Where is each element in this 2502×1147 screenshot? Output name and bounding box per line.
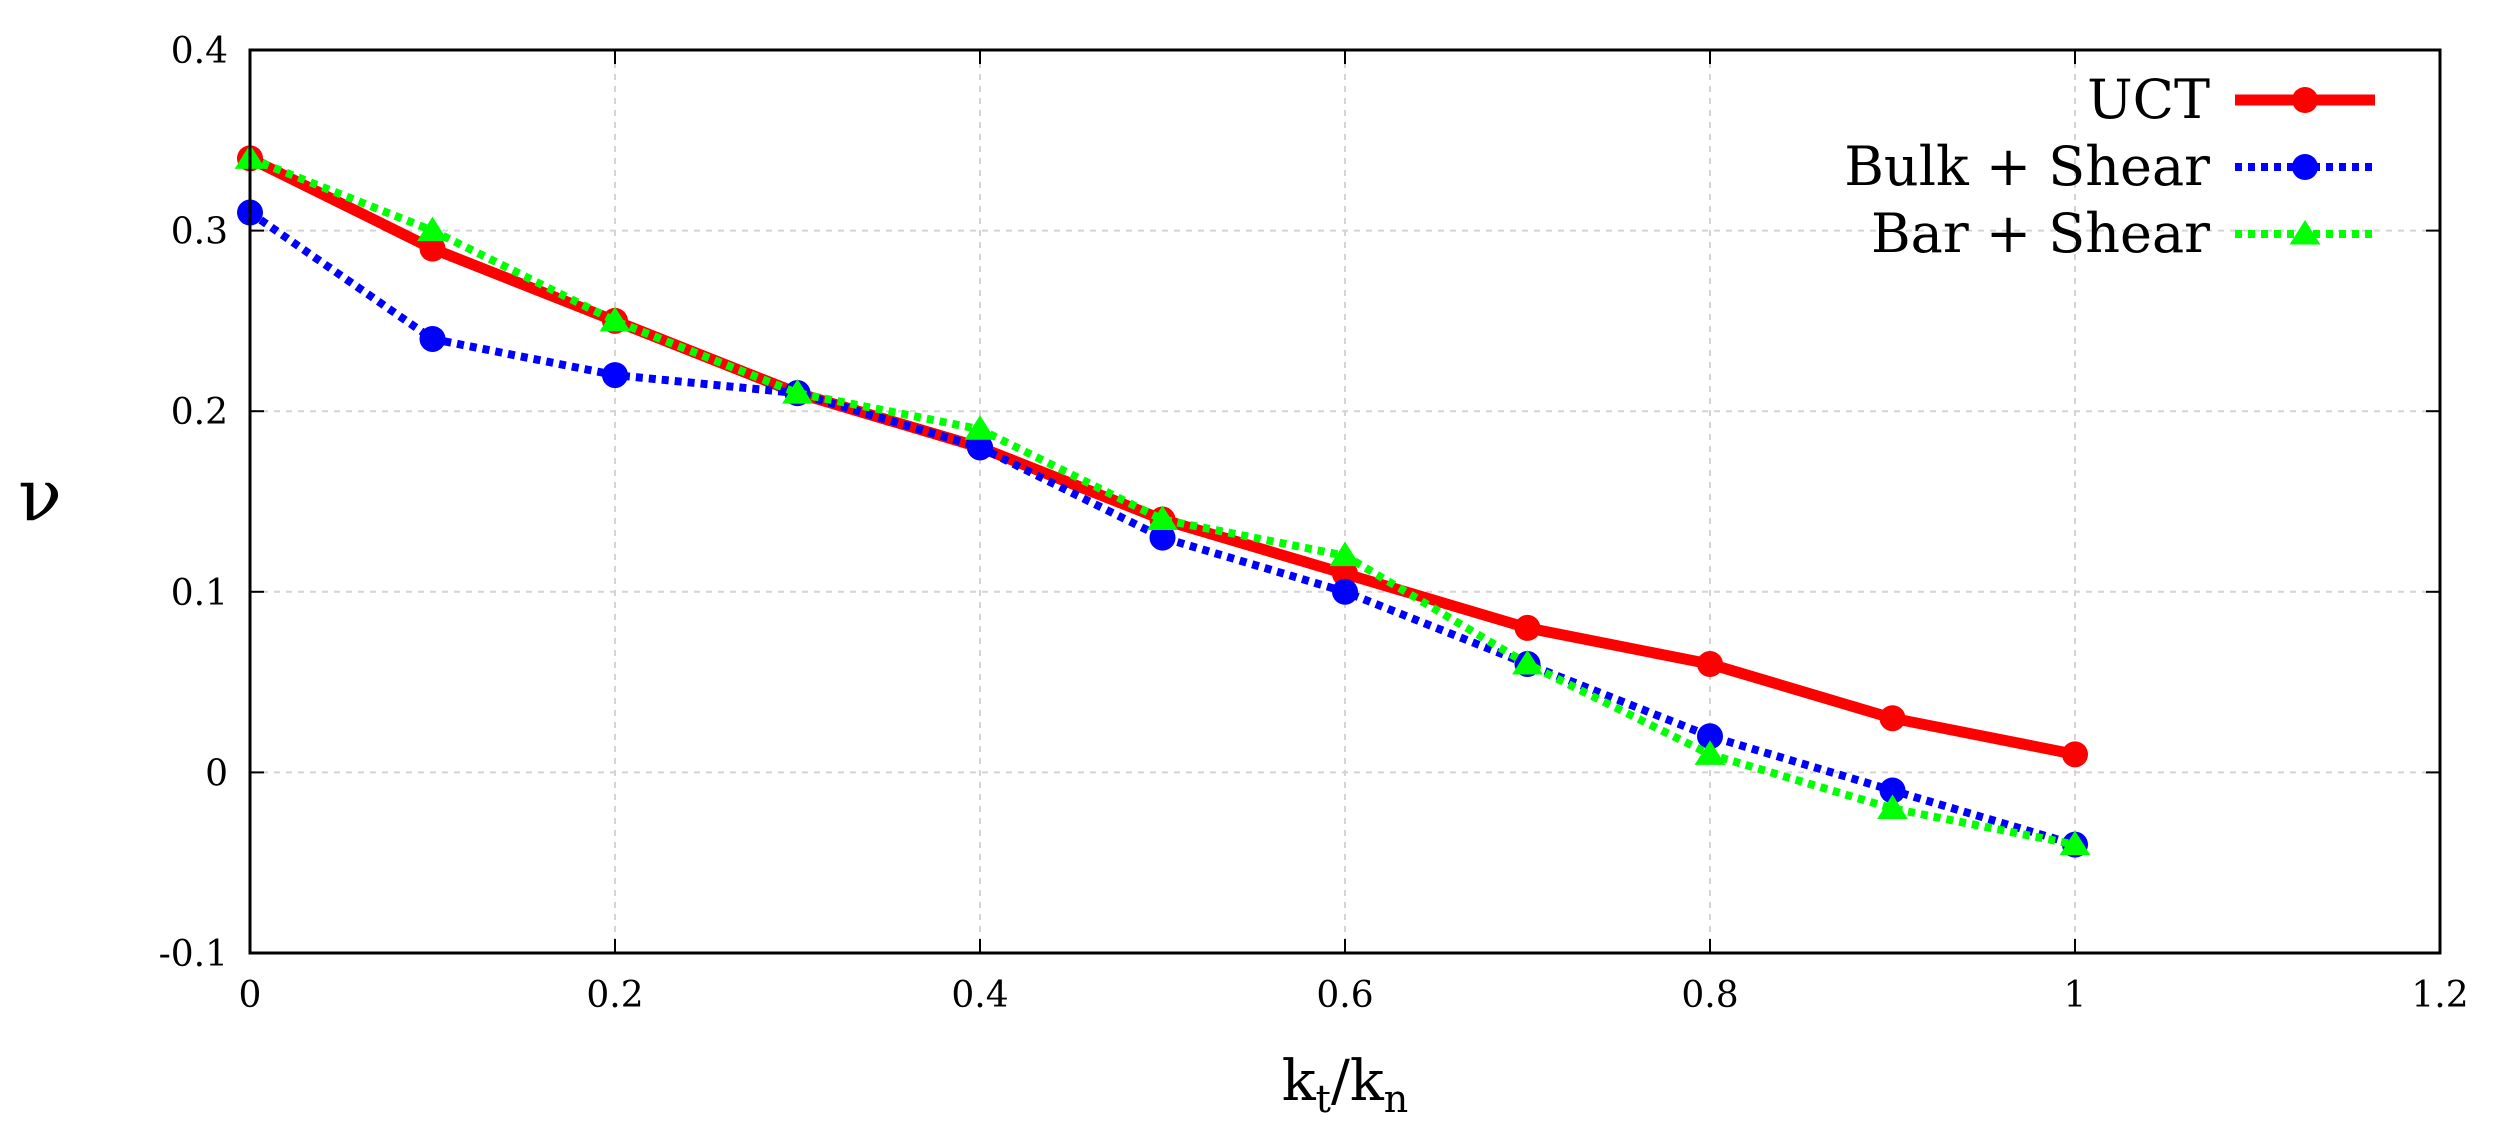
data-point-bar-shear — [782, 379, 813, 404]
y-tick-label: 0.1 — [171, 573, 228, 614]
series-bar-shear — [234, 144, 2091, 856]
series-group — [234, 144, 2091, 858]
legend-marker-uct — [2292, 87, 2318, 113]
data-point-uct — [1514, 614, 1541, 641]
data-point-uct — [1879, 705, 1906, 732]
x-tick-label: 0 — [239, 975, 262, 1016]
data-point-bulk-shear — [1879, 777, 1906, 804]
data-point-bar-shear — [1512, 650, 1543, 675]
data-point-uct — [1332, 560, 1358, 587]
data-point-bar-shear — [417, 216, 448, 242]
x-tick-label: 0.4 — [951, 975, 1008, 1016]
data-point-bulk-shear — [602, 362, 628, 389]
data-point-uct — [2062, 741, 2088, 768]
data-point-bar-shear — [1877, 794, 1908, 820]
x-tick-label: 0.2 — [586, 975, 643, 1016]
y-tick-label: 0.2 — [171, 392, 228, 433]
y-tick-label: 0 — [205, 753, 228, 794]
data-point-bulk-shear — [967, 434, 993, 461]
data-point-bulk-shear — [1697, 723, 1723, 750]
legend-label-bulk-shear: Bulk + Shear — [1844, 135, 2210, 198]
data-point-bar-shear — [2059, 830, 2091, 856]
legend-marker-bar-shear — [2289, 220, 2321, 245]
series-line-bar-shear — [248, 154, 2076, 849]
x-axis-label-sub2: n — [1384, 1077, 1408, 1121]
x-tick-label: 0.6 — [1316, 975, 1373, 1016]
legend-marker-bulk-shear — [2292, 154, 2318, 180]
legend-label-bar-shear: Bar + Shear — [1871, 202, 2210, 265]
legend-label-uct: UCT — [2087, 68, 2210, 131]
y-tick-label: -0.1 — [159, 934, 228, 975]
data-point-bulk-shear — [1332, 578, 1358, 605]
series-line-bulk-shear — [247, 209, 2077, 849]
y-axis-label: ν — [18, 453, 62, 537]
axis-ticks: 0 0.2 0.4 0.6 0.8 1 1.2 -0.1 0 0.1 0.2 0.3 0.4 — [159, 31, 2469, 1016]
data-point-bar-shear — [1694, 740, 1726, 765]
x-axis-label-k2: k — [1350, 1049, 1385, 1114]
data-point-uct — [419, 235, 446, 262]
x-tick-label: 1.2 — [2411, 975, 2468, 1016]
y-tick-label: 0.4 — [171, 31, 228, 72]
data-point-uct — [1697, 651, 1723, 678]
x-tick-label: 1 — [2064, 975, 2087, 1016]
x-axis-label-slash: / — [1331, 1049, 1350, 1114]
data-point-bar-shear — [1147, 505, 1178, 531]
data-point-bulk-shear — [1149, 524, 1176, 551]
x-axis-label-k1: k — [1282, 1049, 1317, 1114]
data-point-bar-shear — [964, 415, 996, 440]
x-axis-label-sub1: t — [1316, 1077, 1331, 1121]
data-point-bar-shear — [599, 306, 631, 332]
plot-frame — [248, 48, 2442, 955]
x-tick-label: 0.8 — [1681, 975, 1738, 1016]
data-point-bulk-shear — [419, 325, 446, 352]
data-point-bar-shear — [1329, 541, 1361, 567]
x-axis-label: kt/kn — [1282, 1049, 1409, 1121]
y-tick-label: 0.3 — [171, 212, 228, 253]
